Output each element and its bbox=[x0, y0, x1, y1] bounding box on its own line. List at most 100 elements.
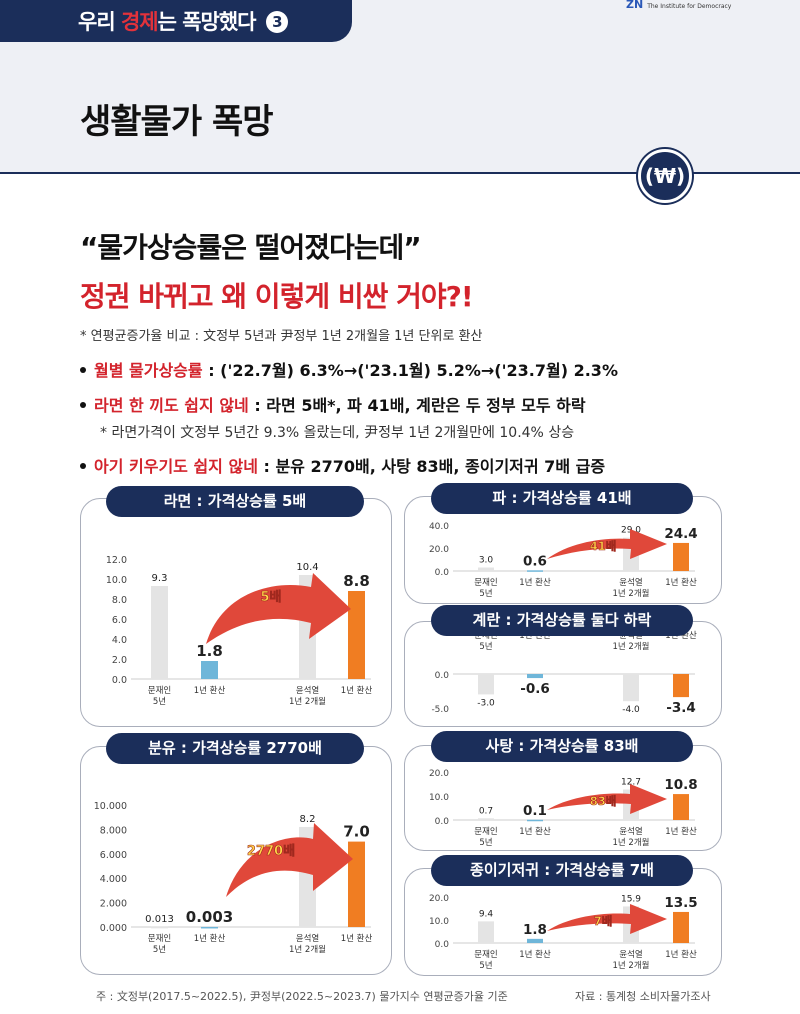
bullet-text: : 라면 5배*, 파 41배, 계란은 두 정부 모두 하락 bbox=[248, 396, 586, 415]
chart-title-diaper: 종이기저귀 : 가격상승률 7배 bbox=[431, 855, 693, 886]
y-tick-label: 6.000 bbox=[100, 850, 127, 861]
ratio-label: 83배 bbox=[590, 794, 617, 808]
category-label: 윤석열 bbox=[619, 577, 643, 588]
method-note: * 연평균증가율 비교 : 文정부 5년과 尹정부 1년 2개월을 1년 단위로… bbox=[80, 329, 483, 344]
bullet-dot-icon bbox=[80, 402, 86, 408]
bar-0 bbox=[478, 818, 494, 820]
y-tick-label: 12.0 bbox=[106, 555, 127, 566]
ramen-note: * 라면가격이 文정부 5년간 9.3% 올랐는데, 尹정부 1년 2개월만에 … bbox=[100, 425, 575, 441]
bar-0 bbox=[478, 921, 494, 943]
y-tick-label: 0.000 bbox=[100, 923, 127, 934]
y-tick-label: 10.000 bbox=[94, 801, 127, 812]
bar-value-label: 15.9 bbox=[621, 894, 641, 904]
series-title-pre: 우리 bbox=[78, 10, 121, 34]
ratio-label: 41배 bbox=[590, 539, 617, 553]
bullet-text: : ('22.7월) 6.3%→('23.1월) 5.2%→('23.7월) 2… bbox=[202, 361, 618, 380]
institute-logo: ZN The Institute for Democracy bbox=[626, 0, 731, 11]
category-label: 1년 2개월 bbox=[613, 588, 650, 599]
category-label: 1년 환산 bbox=[194, 685, 226, 696]
category-label: 5년 bbox=[479, 588, 492, 599]
category-label: 1년 환산 bbox=[194, 933, 226, 944]
bullet-ramen: 라면 한 끼도 쉽지 않네 : 라면 5배*, 파 41배, 계란은 두 정부 … bbox=[80, 392, 586, 416]
y-tick-label: 40.0 bbox=[429, 522, 449, 532]
y-tick-label: 10.0 bbox=[429, 917, 449, 927]
y-tick-label: 0.0 bbox=[435, 940, 450, 950]
chart-title-greenonion: 파 : 가격상승률 41배 bbox=[431, 483, 693, 514]
bullet-text: : 분유 2770배, 사탕 83배, 종이기저귀 7배 급증 bbox=[257, 457, 606, 476]
header-divider bbox=[0, 172, 800, 174]
bullet-highlight: 아기 키우기도 쉽지 않네 bbox=[94, 457, 258, 476]
cycle-won-icon: (₩) bbox=[638, 149, 692, 203]
bar-value-label: 3.0 bbox=[479, 556, 494, 566]
category-label: 5년 bbox=[479, 960, 492, 971]
bar-value-label: 0.003 bbox=[186, 908, 233, 926]
category-label: 1년 환산 bbox=[665, 577, 697, 588]
bar-0 bbox=[151, 926, 168, 929]
panel-diaper: 20.0 10.0 0.0 9.4 문재인 5년 1.8 1년 환산 15.9 윤석열 1년 2개월… bbox=[404, 868, 722, 976]
y-tick-label: 10.0 bbox=[429, 793, 449, 803]
bar-3 bbox=[348, 591, 365, 679]
y-tick-label: 6.0 bbox=[112, 615, 127, 626]
bar-1 bbox=[527, 938, 543, 943]
category-label: 5년 bbox=[479, 837, 492, 848]
bullet-dot-icon bbox=[80, 463, 86, 469]
y-tick-label: 0.0 bbox=[435, 817, 450, 827]
bullet-monthly-inflation: 월별 물가상승률 : ('22.7월) 6.3%→('23.1월) 5.2%→(… bbox=[80, 357, 618, 381]
category-label: 윤석열 bbox=[619, 949, 643, 960]
category-label: 1년 환산 bbox=[665, 826, 697, 837]
y-tick-label: 10.0 bbox=[106, 575, 127, 586]
growth-arrow-icon bbox=[547, 784, 667, 814]
bar-value-label: 24.4 bbox=[664, 526, 697, 542]
bar-value-label: 8.8 bbox=[343, 572, 370, 590]
category-label: 1년 2개월 bbox=[613, 837, 650, 848]
category-label: 1년 2개월 bbox=[289, 696, 326, 707]
y-tick-label: -5.0 bbox=[431, 705, 449, 715]
y-tick-label: 2.0 bbox=[112, 655, 127, 666]
category-label: 1년 환산 bbox=[341, 685, 373, 696]
bar-value-label: -0.6 bbox=[520, 681, 550, 697]
category-label: 문재인 bbox=[474, 949, 497, 960]
y-tick-label: 20.0 bbox=[429, 545, 449, 555]
bullet-highlight: 월별 물가상승률 bbox=[94, 361, 203, 380]
growth-arrow-icon bbox=[206, 573, 351, 644]
category-label: 1년 환산 bbox=[665, 949, 697, 960]
source-note: 자료 : 통계청 소비자물가조사 bbox=[575, 990, 711, 1003]
bar-3 bbox=[348, 841, 365, 927]
y-tick-label: 2.000 bbox=[100, 899, 127, 910]
bar-value-label: -3.4 bbox=[666, 700, 696, 716]
bar-value-label: 0.7 bbox=[479, 806, 493, 816]
bar-3 bbox=[673, 794, 689, 820]
category-label: 문재인 bbox=[474, 826, 497, 837]
bar-2 bbox=[623, 674, 639, 702]
chart-title-egg: 계란 : 가격상승률 둘다 하락 bbox=[431, 605, 693, 636]
bar-value-label: 1.8 bbox=[196, 642, 223, 660]
bar-value-label: 13.5 bbox=[664, 895, 697, 911]
category-label: 5년 bbox=[479, 641, 492, 652]
intro-quote: “물가상승률은 떨어졌다는데” bbox=[80, 231, 422, 264]
series-tab: 우리 경제는 폭망했다 3 bbox=[0, 0, 352, 42]
y-tick-label: 4.000 bbox=[100, 874, 127, 885]
bar-value-label: 10.4 bbox=[296, 562, 318, 573]
bar-value-label: 8.2 bbox=[300, 814, 316, 825]
bar-value-label: 1.8 bbox=[523, 922, 547, 938]
bar-value-label: -3.0 bbox=[477, 698, 495, 708]
category-label: 1년 2개월 bbox=[613, 641, 650, 652]
chart-title-candy: 사탕 : 가격상승률 83배 bbox=[431, 731, 693, 762]
bar-3 bbox=[673, 674, 689, 698]
growth-arrow-icon bbox=[547, 904, 667, 934]
series-title-highlight: 경제 bbox=[120, 10, 159, 34]
bar-0 bbox=[151, 586, 168, 679]
y-tick-label: 0.0 bbox=[435, 671, 450, 681]
category-label: 1년 환산 bbox=[519, 949, 551, 960]
bar-value-label: 9.4 bbox=[479, 909, 494, 919]
footnote: 주 : 文정부(2017.5~2022.5), 尹정부(2022.5~2023.… bbox=[96, 990, 508, 1003]
y-tick-label: 20.0 bbox=[429, 769, 449, 779]
category-label: 5년 bbox=[153, 696, 166, 707]
category-label: 윤석열 bbox=[296, 933, 320, 944]
bar-value-label: 12.7 bbox=[621, 778, 641, 788]
category-label: 문재인 bbox=[474, 577, 497, 588]
bar-value-label: 0.1 bbox=[523, 803, 547, 819]
